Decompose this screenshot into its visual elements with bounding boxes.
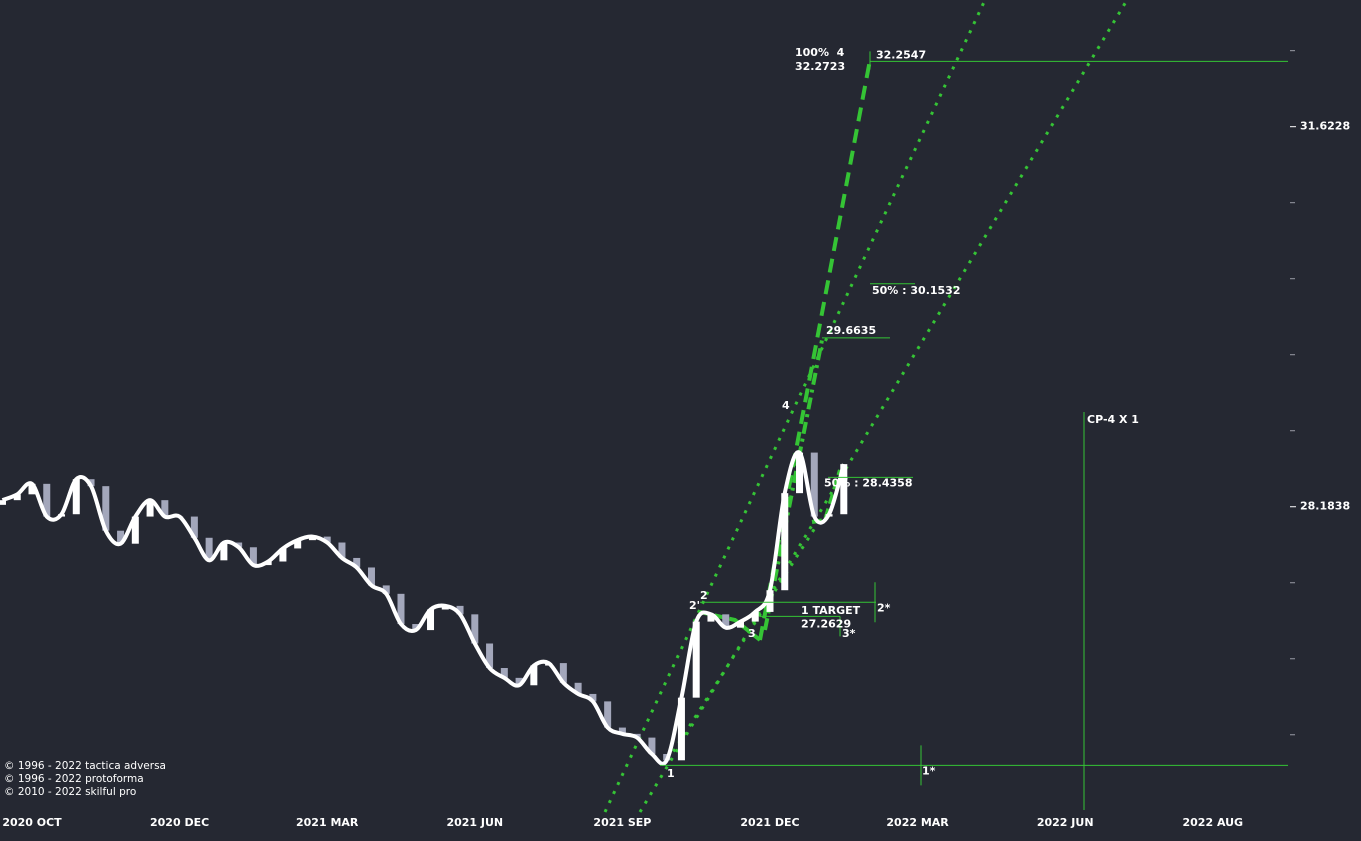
candle-body xyxy=(692,621,700,698)
x-tick-label: 2022 MAR xyxy=(886,816,949,829)
candle-body xyxy=(117,530,125,544)
candle-body xyxy=(146,500,154,517)
x-tick-label: 2021 JUN xyxy=(446,816,503,829)
y-tick-label: 28.1838 xyxy=(1300,500,1350,513)
candle-body xyxy=(751,611,759,622)
candle-body xyxy=(840,464,848,515)
candle-body xyxy=(471,614,479,644)
candle-body xyxy=(427,609,435,631)
copyright: © 1996 - 2022 protoforma xyxy=(4,773,144,785)
channel-line xyxy=(666,519,822,761)
candle-body xyxy=(294,540,302,549)
level-label: 50% : 30.1532 xyxy=(872,284,961,297)
annotation: 1 TARGET xyxy=(801,604,861,617)
annotation: 1 xyxy=(667,767,675,780)
candle-body xyxy=(220,542,228,561)
x-tick-label: 2020 OCT xyxy=(2,816,62,829)
candle-body xyxy=(205,537,213,561)
level-label: 29.6635 xyxy=(826,324,876,337)
level-label: 50% : 28.4358 xyxy=(824,476,913,489)
wave-line xyxy=(699,610,762,642)
level-label: 32.2547 xyxy=(876,48,926,61)
annotation: 4 xyxy=(782,399,790,412)
close-line xyxy=(1,450,846,766)
annotation: 2 xyxy=(700,589,708,602)
level-label: 1* xyxy=(922,764,936,777)
candle-body xyxy=(618,727,626,734)
annotation: 32.2723 xyxy=(795,60,845,73)
candle-body xyxy=(397,593,405,625)
candle-body xyxy=(412,624,420,631)
level-label: 2* xyxy=(877,601,891,614)
candle-body xyxy=(28,483,36,495)
annotation: 3 xyxy=(748,627,756,640)
x-tick-label: 2022 JUN xyxy=(1037,816,1094,829)
annotation: 100% 4 xyxy=(795,46,845,59)
x-tick-label: 2022 AUG xyxy=(1183,816,1244,829)
candle-body xyxy=(515,677,523,686)
candle-body xyxy=(43,483,51,517)
candle-body xyxy=(796,452,804,494)
candle-body xyxy=(367,567,375,586)
candle-body xyxy=(781,493,789,591)
candle-body xyxy=(486,643,494,669)
annotation: 2' xyxy=(689,599,700,612)
candle-body xyxy=(249,547,257,566)
candle-body xyxy=(72,479,80,515)
candle-body xyxy=(574,682,582,694)
level-label: 27.2629 xyxy=(801,617,851,630)
annotation: CP-4 X 1 xyxy=(1087,413,1139,426)
candle-body xyxy=(559,663,567,683)
candle-body xyxy=(707,614,715,622)
y-tick-label: 31.6228 xyxy=(1300,120,1350,133)
candle-body xyxy=(161,500,169,517)
candle-body xyxy=(766,590,774,612)
candle-body xyxy=(338,542,346,558)
copyright: © 2010 - 2022 skilful pro xyxy=(4,786,136,798)
copyright: © 1996 - 2022 tactica adversa xyxy=(4,760,166,772)
candle-body xyxy=(13,494,21,501)
x-tick-label: 2021 MAR xyxy=(296,816,359,829)
candle-body xyxy=(382,585,390,594)
candle-body xyxy=(353,557,361,568)
candle-body xyxy=(102,486,110,531)
candle-body xyxy=(810,452,818,517)
candle-body xyxy=(279,548,287,562)
candle-body xyxy=(589,693,597,702)
candle-body xyxy=(530,665,538,686)
x-tick-label: 2021 DEC xyxy=(740,816,799,829)
candle-body xyxy=(736,621,744,628)
candle-body xyxy=(677,697,685,761)
candle-body xyxy=(722,614,730,628)
candle-body xyxy=(500,668,508,678)
candle-body xyxy=(0,500,6,505)
candle-body xyxy=(456,605,464,615)
candle-body xyxy=(323,536,331,543)
annotation: 3* xyxy=(842,627,856,640)
candle-body xyxy=(190,516,198,538)
x-tick-label: 2020 DEC xyxy=(150,816,209,829)
x-tick-label: 2021 SEP xyxy=(593,816,651,829)
candle-body xyxy=(604,701,612,728)
candle-body xyxy=(131,516,139,544)
candle-body xyxy=(648,737,656,754)
